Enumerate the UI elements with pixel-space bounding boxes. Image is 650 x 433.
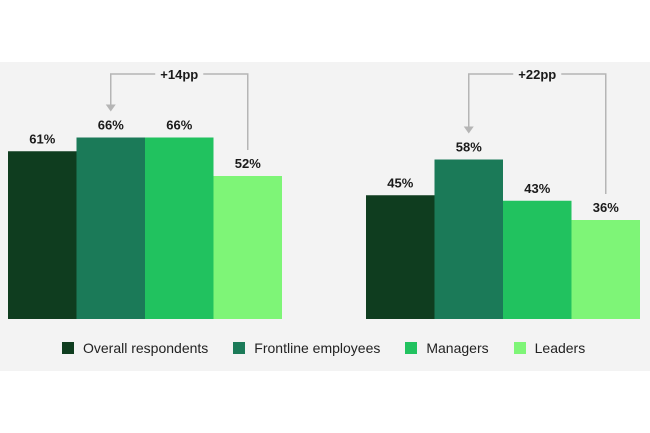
- annotation-arrowhead-group1: [105, 104, 116, 112]
- bar-group1-leaders: [213, 176, 282, 319]
- value-label-group1-frontline: 66%: [98, 118, 124, 133]
- value-label-group1-managers: 66%: [166, 118, 192, 133]
- bar-group1-managers: [145, 137, 214, 319]
- bar-group2-leaders: [571, 220, 640, 319]
- legend-item-overall: Overall respondents: [62, 340, 208, 356]
- legend: Overall respondents Frontline employees …: [62, 338, 585, 358]
- value-label-group2-overall: 45%: [387, 175, 413, 190]
- value-label-group2-managers: 43%: [524, 181, 550, 196]
- bar-group2-managers: [503, 200, 572, 319]
- legend-swatch-frontline: [233, 342, 246, 354]
- legend-label-overall: Overall respondents: [83, 340, 209, 356]
- value-label-group1-overall: 61%: [29, 131, 55, 146]
- bar-group2-overall: [366, 195, 435, 319]
- legend-item-managers: Managers: [405, 340, 489, 356]
- legend-item-frontline: Frontline employees: [233, 340, 380, 356]
- legend-swatch-leaders: [513, 342, 526, 354]
- bar-group2-frontline: [434, 159, 503, 319]
- legend-swatch-managers: [405, 342, 418, 354]
- annotation-label-bg-group2: [513, 66, 562, 82]
- bar-group1-frontline: [76, 137, 145, 319]
- annotation-arrowhead-group2: [463, 126, 474, 134]
- legend-label-frontline: Frontline employees: [254, 340, 381, 356]
- legend-swatch-overall: [62, 342, 74, 354]
- annotation-label-group2: +22pp: [518, 67, 556, 82]
- legend-label-leaders: Leaders: [534, 340, 586, 356]
- annotation-label-bg-group1: [155, 66, 204, 82]
- legend-item-leaders: Leaders: [513, 340, 586, 356]
- value-label-group2-leaders: 36%: [593, 200, 619, 215]
- value-label-group1-leaders: 52%: [235, 156, 261, 171]
- legend-label-managers: Managers: [426, 340, 489, 356]
- bar-group1-overall: [8, 151, 77, 319]
- annotation-label-group1: +14pp: [160, 67, 198, 82]
- value-label-group2-frontline: 58%: [456, 140, 482, 155]
